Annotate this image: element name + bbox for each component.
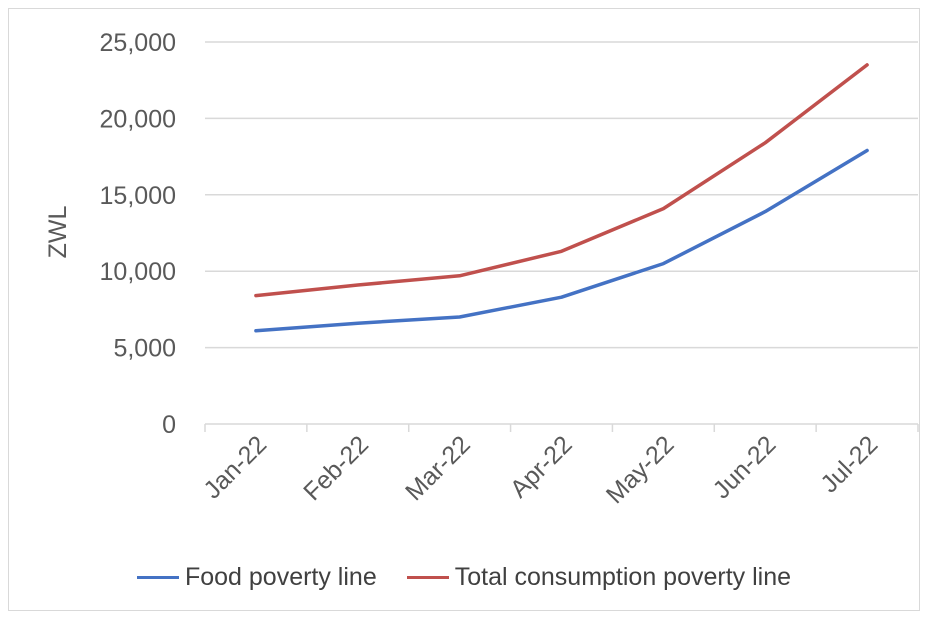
y-tick-label: 25,000 xyxy=(100,29,176,57)
x-tick-label: Apr-22 xyxy=(505,430,578,503)
legend-label-food: Food poverty line xyxy=(184,563,377,591)
x-axis: Jan-22 Feb-22 Mar-22 Apr-22 May-22 Jun-22 Jul-… xyxy=(198,423,919,509)
series-lines xyxy=(254,63,869,333)
legend-item-total: Total consumption poverty line xyxy=(406,563,792,592)
x-tick-label: Feb-22 xyxy=(298,430,374,506)
y-tick-label: 15,000 xyxy=(100,182,176,210)
x-tick-label: Mar-22 xyxy=(400,430,476,506)
x-tick-label: Jul-22 xyxy=(815,430,883,498)
y-axis-title: ZWL xyxy=(44,206,72,259)
series-line-total xyxy=(254,63,869,298)
legend-label-total: Total consumption poverty line xyxy=(454,563,792,591)
series-line-food xyxy=(254,148,869,333)
chart-frame xyxy=(8,8,920,611)
gridlines xyxy=(205,41,918,349)
legend-item-food: Food poverty line xyxy=(136,563,377,592)
legend: Food poverty line Total consumption pove… xyxy=(0,563,928,592)
y-tick-label: 10,000 xyxy=(100,258,176,286)
x-tick-label: May-22 xyxy=(601,430,680,509)
y-tick-label: 20,000 xyxy=(100,105,176,133)
legend-swatch-total xyxy=(406,576,449,579)
legend-swatch-food xyxy=(136,576,179,579)
x-tick-label: Jun-22 xyxy=(708,430,782,504)
y-axis-tick-labels: 0 5,000 10,000 15,000 20,000 25,000 xyxy=(100,29,176,439)
y-tick-label: 5,000 xyxy=(113,335,176,363)
x-tick-label: Jan-22 xyxy=(198,430,272,504)
y-tick-label: 0 xyxy=(162,411,176,439)
